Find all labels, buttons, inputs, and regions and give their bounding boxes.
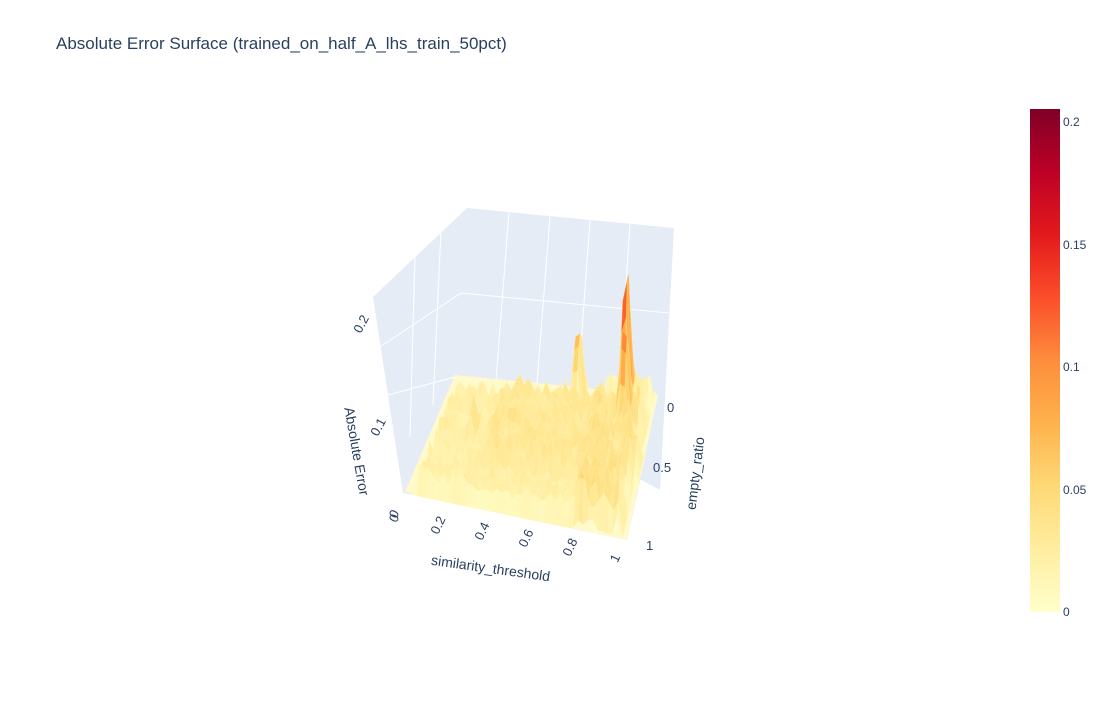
x-tick-1: 1 xyxy=(607,552,624,565)
z-tick-0.1: 0.1 xyxy=(367,415,389,438)
colorbar xyxy=(1030,109,1060,612)
error-surface xyxy=(412,275,656,540)
x-tick-0.4: 0.4 xyxy=(471,520,492,543)
z-axis-title: Absolute Error xyxy=(341,406,372,497)
x-tick-0.6: 0.6 xyxy=(515,527,536,550)
y-tick-0.5: 0.5 xyxy=(653,460,671,475)
colorbar-tick-0.05: 0.05 xyxy=(1063,483,1087,497)
x-tick-0.8: 0.8 xyxy=(559,536,580,559)
surface-cell xyxy=(647,376,654,408)
x-tick-0.2: 0.2 xyxy=(427,514,448,537)
x-axis-title: similarity_threshold xyxy=(430,552,551,585)
z-y-side-pane xyxy=(373,208,467,493)
y-tick-0: 0 xyxy=(667,400,674,415)
colorbar-tick-0: 0 xyxy=(1063,605,1070,619)
y-axis-title: empty_ratio xyxy=(683,436,708,511)
colorbar-ticks: 0 0.05 0.1 0.15 0.2 xyxy=(1063,115,1087,619)
colorbar-tick-0.2: 0.2 xyxy=(1063,115,1080,129)
z-axis-ticks: 0 0.1 0.2 xyxy=(350,312,402,520)
y-axis-ticks: 0 0.5 1 xyxy=(646,400,674,553)
y-tick-1: 1 xyxy=(646,538,653,553)
surface-cell xyxy=(617,502,624,540)
z-tick-0.2: 0.2 xyxy=(350,312,372,335)
colorbar-tick-0.15: 0.15 xyxy=(1063,238,1087,252)
surface-cell xyxy=(633,470,640,490)
colorbar-tick-0.1: 0.1 xyxy=(1063,360,1080,374)
chart-title: Absolute Error Surface (trained_on_half_… xyxy=(56,34,507,53)
